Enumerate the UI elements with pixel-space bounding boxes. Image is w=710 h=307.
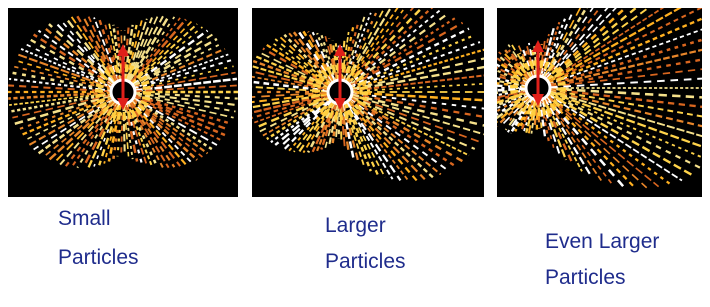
caption: Larger: [325, 214, 386, 237]
caption: Particles: [58, 246, 139, 269]
caption: Small: [58, 207, 111, 230]
page: {"panels": [ {"caption": ["Small", "Part…: [0, 0, 710, 307]
caption: Particles: [545, 266, 626, 289]
caption: Even Larger: [545, 230, 659, 253]
figure: Small Particles Larger Particles Even La…: [0, 0, 710, 307]
ray: [340, 104, 341, 140]
caption: Particles: [325, 250, 406, 273]
